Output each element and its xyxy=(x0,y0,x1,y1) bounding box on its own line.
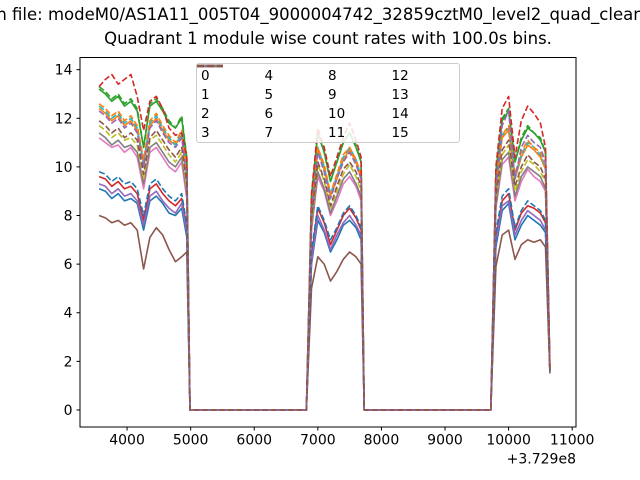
legend-entry-9: 9 xyxy=(197,64,392,104)
legend-entry-7: 7 xyxy=(197,64,329,142)
x-tick-label: 7000 xyxy=(300,433,336,449)
y-tick-label: 12 xyxy=(55,111,73,127)
legend-label: 13 xyxy=(391,86,409,103)
series-line-4 xyxy=(98,183,551,411)
x-tick-label: 4000 xyxy=(109,433,145,449)
x-tick-label: 8000 xyxy=(364,433,400,449)
x-axis-offset-label: +3.729e8 xyxy=(507,452,576,468)
legend-entry-2: 2 xyxy=(197,64,265,123)
legend-label: 2 xyxy=(201,105,210,122)
series-line-8 xyxy=(98,124,551,411)
legend-entry-10: 10 xyxy=(197,64,392,123)
series-line-15 xyxy=(98,120,551,411)
legend-label: 15 xyxy=(391,124,409,141)
legend-entry-1: 1 xyxy=(197,64,265,104)
legend: 0 1 2 3 4 5 6 7 8 9 10 11 12 13 14 15 xyxy=(196,63,460,143)
axes-title: Quadrant 1 module wise count rates with … xyxy=(104,29,552,48)
y-tick-label: 6 xyxy=(64,257,73,273)
legend-entry-8: 8 xyxy=(197,64,392,85)
legend-entry-4: 4 xyxy=(197,64,329,85)
legend-entry-14: 14 xyxy=(197,64,456,123)
legend-entry-5: 5 xyxy=(197,64,329,104)
legend-entry-11: 11 xyxy=(197,64,392,142)
y-tick-label: 0 xyxy=(64,403,73,419)
figure-title: n file: modeM0/AS1A11_005T04_9000004742_… xyxy=(0,5,640,24)
legend-label: 8 xyxy=(328,67,337,84)
legend-entry-13: 13 xyxy=(197,64,456,104)
y-tick-label: 2 xyxy=(64,354,73,370)
legend-line-swatch xyxy=(197,64,223,68)
legend-label: 5 xyxy=(264,86,274,103)
legend-label: 12 xyxy=(391,67,409,84)
series-line-14 xyxy=(98,110,551,411)
legend-label: 14 xyxy=(391,105,409,122)
legend-entry-15: 15 xyxy=(197,64,456,142)
legend-label: 7 xyxy=(264,124,274,141)
y-tick-label: 8 xyxy=(64,209,73,225)
series-line-5 xyxy=(98,214,551,411)
legend-entry-12: 12 xyxy=(197,64,456,85)
y-tick-label: 10 xyxy=(55,160,73,176)
x-tick-label: 11000 xyxy=(550,433,595,449)
legend-label: 11 xyxy=(328,124,346,141)
x-tick-label: 10000 xyxy=(486,433,531,449)
legend-entry-0: 0 xyxy=(197,64,265,85)
y-tick-label: 4 xyxy=(64,306,73,322)
legend-label: 4 xyxy=(264,67,274,84)
series-line-10 xyxy=(98,171,551,411)
legend-label: 1 xyxy=(201,86,210,103)
y-tick-label: 14 xyxy=(55,63,73,79)
legend-label: 0 xyxy=(201,67,210,84)
legend-label: 3 xyxy=(201,124,210,141)
legend-label: 6 xyxy=(264,105,274,122)
legend-label: 9 xyxy=(328,86,337,103)
x-tick-label: 6000 xyxy=(236,433,272,449)
x-tick-label: 5000 xyxy=(173,433,209,449)
series-line-3 xyxy=(98,175,551,411)
series-line-11 xyxy=(98,103,551,411)
legend-entry-3: 3 xyxy=(197,64,265,142)
legend-label: 10 xyxy=(328,105,346,122)
x-tick-label: 9000 xyxy=(427,433,463,449)
axes-frame xyxy=(79,57,577,428)
legend-entry-6: 6 xyxy=(197,64,329,123)
